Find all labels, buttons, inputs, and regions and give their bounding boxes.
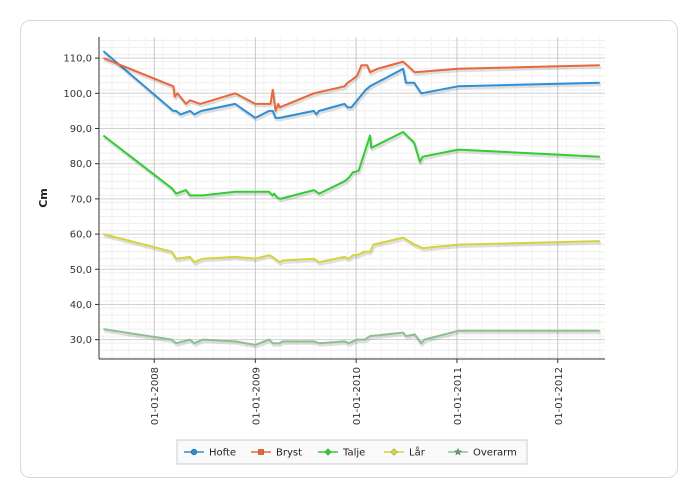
legend-item-talje[interactable]: Talje (318, 448, 365, 459)
legend-item-overarm[interactable]: Overarm (448, 448, 517, 459)
legend-item-lar[interactable]: Lår (384, 446, 426, 459)
legend-marker (324, 448, 332, 456)
y-tick-label: 30,0 (70, 335, 92, 346)
legend-label: Overarm (473, 448, 517, 459)
x-tick-label: 01-01-2010 (352, 367, 363, 425)
series-shadow-lar (104, 234, 601, 266)
y-tick-label: 100,0 (63, 89, 92, 100)
major-gridlines (99, 37, 605, 359)
y-tick-label: 70,0 (70, 194, 92, 205)
legend-marker (453, 447, 463, 456)
x-tick-label: 01-01-2008 (150, 367, 161, 425)
legend-label: Bryst (276, 448, 302, 459)
y-tick-label: 50,0 (70, 265, 92, 276)
y-tick-label: 80,0 (70, 159, 92, 170)
series-line-overarm (103, 328, 600, 346)
legend-marker (258, 449, 264, 455)
series-shadow-overarm (104, 329, 601, 349)
legend-label: Hofte (209, 448, 236, 459)
legend-box (176, 439, 528, 465)
legend-item-bryst[interactable]: Bryst (251, 448, 302, 459)
x-tick-label: 01-01-2012 (554, 367, 565, 425)
x-tick-label: 01-01-2009 (251, 367, 262, 425)
minor-gridlines (99, 37, 605, 359)
legend-item-hofte[interactable]: Hofte (184, 448, 236, 459)
y-tick-label: 90,0 (70, 124, 92, 135)
legend-label: Lår (409, 446, 426, 459)
legend-marker (390, 448, 398, 456)
x-tick-label: 01-01-2011 (453, 367, 464, 425)
series-line-talje (102, 131, 600, 200)
plot-background (99, 37, 605, 359)
x-axis-ticks: 01-01-2008 01-01-2009 01-01-2010 01-01-2011… (150, 359, 565, 425)
y-tick-label: 110,0 (63, 54, 92, 65)
y-axis-label: Cm (37, 188, 50, 208)
y-axis-ticks: 30,0 40,0 50,0 60,0 70,0 80,0 90,0 100,0 110,0 (63, 54, 99, 346)
y-tick-label: 40,0 (70, 300, 92, 311)
legend-marker (190, 448, 198, 456)
series-layer (102, 50, 601, 349)
y-tick-label: 60,0 (70, 230, 92, 241)
legend-label: Talje (342, 448, 365, 459)
series-line-bryst (103, 57, 600, 112)
legend: Hofte Bryst Talje Lår Overarm (176, 439, 528, 465)
series-shadow-bryst (103, 58, 601, 115)
series-line-hofte (102, 50, 600, 119)
series-line-lar (103, 233, 600, 264)
